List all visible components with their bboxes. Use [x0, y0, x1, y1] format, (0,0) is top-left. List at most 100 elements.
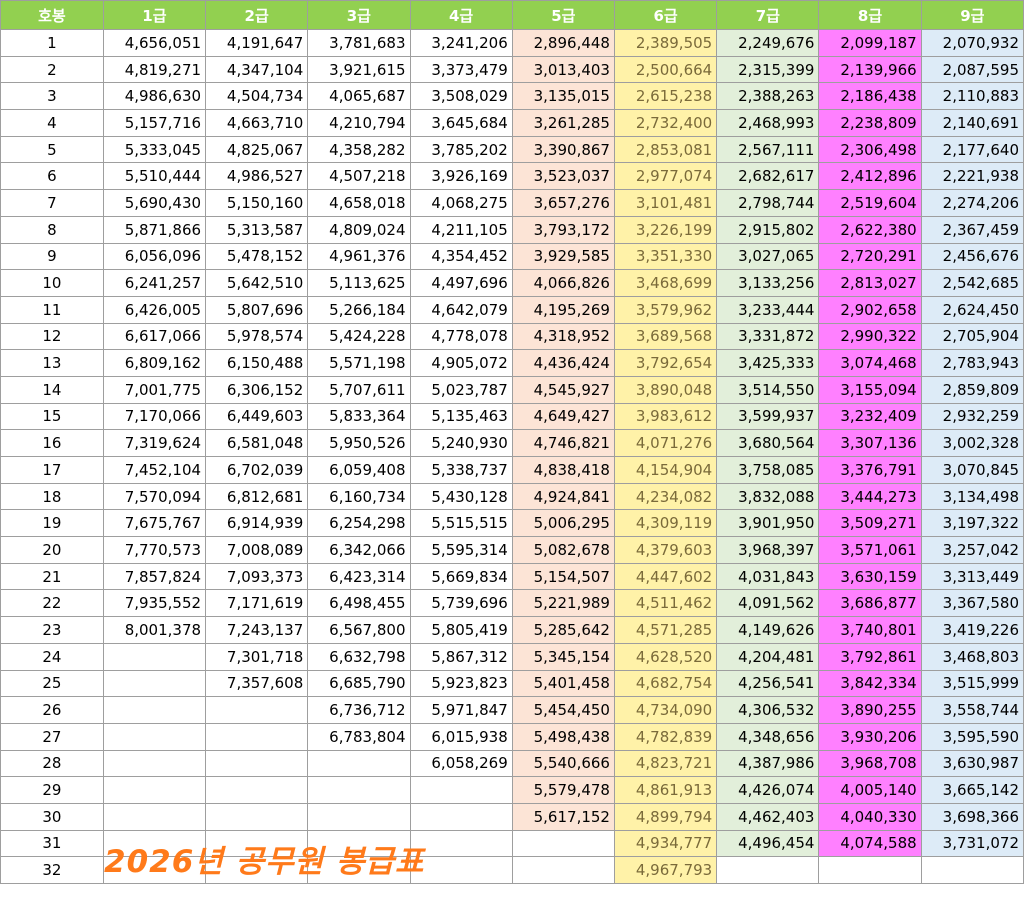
- salary-cell-grade-3: 6,567,800: [307, 616, 411, 644]
- step-cell: 19: [0, 509, 104, 538]
- header-row: 호봉 1급 2급 3급 4급 5급 6급 7급 8급 9급: [0, 0, 1024, 30]
- salary-cell-grade-8: 3,968,708: [818, 749, 922, 778]
- salary-cell-grade-6: 4,734,090: [613, 696, 718, 724]
- salary-cell-grade-3: 5,950,526: [307, 429, 411, 457]
- salary-cell-grade-4: 5,805,419: [409, 616, 513, 644]
- salary-cell-grade-6: 4,823,721: [613, 749, 718, 778]
- salary-cell-grade-1: [102, 802, 207, 831]
- salary-cell-grade-8: 2,990,322: [818, 322, 922, 351]
- header-grade-5: 5급: [511, 0, 615, 30]
- salary-cell-grade-2: 5,150,160: [205, 189, 309, 217]
- salary-cell-grade-7: 3,425,333: [716, 349, 820, 377]
- salary-cell-grade-1: 6,426,005: [102, 295, 207, 324]
- salary-cell-grade-9: 2,177,640: [920, 135, 1024, 164]
- salary-cell-grade-1: 7,857,824: [102, 562, 207, 591]
- step-cell: 13: [0, 349, 104, 377]
- step-cell: 27: [0, 722, 104, 751]
- salary-cell-grade-8: 3,232,409: [818, 402, 922, 431]
- table-row: 28 6,058,269 5,540,666 4,823,721 4,387,986 3,…: [0, 749, 1024, 778]
- salary-cell-grade-1: 4,656,051: [102, 29, 207, 57]
- step-cell: 3: [0, 82, 104, 111]
- salary-cell-grade-4: 3,785,202: [409, 135, 513, 164]
- salary-cell-grade-5: 5,617,152: [511, 802, 615, 831]
- salary-cell-grade-1: [102, 856, 207, 884]
- salary-cell-grade-5: 3,261,285: [511, 109, 615, 137]
- salary-cell-grade-6: 4,782,839: [613, 722, 718, 751]
- salary-cell-grade-6: 4,511,462: [613, 589, 718, 618]
- table-row: 7 5,690,430 5,150,160 4,658,018 4,068,275 3,6…: [0, 189, 1024, 217]
- salary-cell-grade-8: 2,720,291: [818, 242, 922, 271]
- step-cell: 26: [0, 696, 104, 724]
- step-cell: 21: [0, 562, 104, 591]
- salary-cell-grade-5: 4,318,952: [511, 322, 615, 351]
- salary-cell-grade-7: 3,968,397: [716, 536, 820, 564]
- salary-cell-grade-7: 2,249,676: [716, 29, 820, 57]
- header-step: 호봉: [0, 0, 104, 30]
- salary-cell-grade-5: 3,390,867: [511, 135, 615, 164]
- salary-cell-grade-1: [102, 829, 207, 858]
- table-row: 22 7,935,552 7,171,619 6,498,455 5,739,696 5,…: [0, 589, 1024, 618]
- salary-cell-grade-8: 2,186,438: [818, 82, 922, 111]
- salary-cell-grade-2: 7,243,137: [205, 616, 309, 644]
- salary-cell-grade-5: 3,013,403: [511, 55, 615, 84]
- salary-cell-grade-2: 7,093,373: [205, 562, 309, 591]
- salary-cell-grade-9: 2,783,943: [920, 349, 1024, 377]
- salary-cell-grade-8: 2,139,966: [818, 55, 922, 84]
- salary-cell-grade-4: 4,642,079: [409, 295, 513, 324]
- salary-cell-grade-4: 3,241,206: [409, 29, 513, 57]
- salary-cell-grade-5: 5,540,666: [511, 749, 615, 778]
- salary-cell-grade-8: 2,622,380: [818, 215, 922, 244]
- salary-cell-grade-3: 5,266,184: [307, 295, 411, 324]
- header-grade-2: 2급: [205, 0, 309, 30]
- salary-cell-grade-2: 6,812,681: [205, 482, 309, 511]
- salary-cell-grade-6: 2,500,664: [613, 55, 718, 84]
- salary-cell-grade-9: 3,698,366: [920, 802, 1024, 831]
- salary-cell-grade-4: 5,023,787: [409, 375, 513, 404]
- step-cell: 22: [0, 589, 104, 618]
- salary-cell-grade-1: 6,241,257: [102, 269, 207, 297]
- salary-cell-grade-2: [205, 856, 309, 884]
- salary-cell-grade-4: [409, 802, 513, 831]
- table-row: 31 4,934,777 4,496,454 4,074,588 3,731,072: [0, 829, 1024, 858]
- salary-cell-grade-5: 4,924,841: [511, 482, 615, 511]
- salary-cell-grade-4: 5,923,823: [409, 669, 513, 698]
- salary-cell-grade-4: 4,211,105: [409, 215, 513, 244]
- salary-cell-grade-6: 4,861,913: [613, 776, 718, 804]
- salary-cell-grade-2: 4,347,104: [205, 55, 309, 84]
- step-cell: 7: [0, 189, 104, 217]
- salary-cell-grade-3: 6,160,734: [307, 482, 411, 511]
- salary-cell-grade-9: 2,087,595: [920, 55, 1024, 84]
- salary-cell-grade-6: 3,689,568: [613, 322, 718, 351]
- table-row: 17 7,452,104 6,702,039 6,059,408 5,338,737 4,…: [0, 456, 1024, 484]
- table-row: 23 8,001,378 7,243,137 6,567,800 5,805,419 5,…: [0, 616, 1024, 644]
- salary-cell-grade-9: 2,221,938: [920, 162, 1024, 191]
- salary-cell-grade-9: 2,624,450: [920, 295, 1024, 324]
- salary-cell-grade-6: 2,977,074: [613, 162, 718, 191]
- salary-cell-grade-7: 3,758,085: [716, 456, 820, 484]
- step-cell: 14: [0, 375, 104, 404]
- salary-cell-grade-8: 3,842,334: [818, 669, 922, 698]
- salary-cell-grade-7: 4,149,626: [716, 616, 820, 644]
- table-row: 25 7,357,608 6,685,790 5,923,823 5,401,458 4,…: [0, 669, 1024, 698]
- salary-cell-grade-3: 5,424,228: [307, 322, 411, 351]
- salary-cell-grade-9: 3,313,449: [920, 562, 1024, 591]
- salary-cell-grade-6: 4,154,904: [613, 456, 718, 484]
- salary-cell-grade-3: 4,809,024: [307, 215, 411, 244]
- step-cell: 32: [0, 856, 104, 884]
- salary-cell-grade-5: 3,793,172: [511, 215, 615, 244]
- salary-cell-grade-2: [205, 749, 309, 778]
- salary-cell-grade-8: 3,630,159: [818, 562, 922, 591]
- salary-cell-grade-5: 5,454,450: [511, 696, 615, 724]
- salary-cell-grade-5: 4,838,418: [511, 456, 615, 484]
- table-row: 1 4,656,051 4,191,647 3,781,683 3,241,206 2,8…: [0, 29, 1024, 57]
- salary-cell-grade-7: 4,204,481: [716, 642, 820, 671]
- salary-cell-grade-4: 5,515,515: [409, 509, 513, 538]
- salary-cell-grade-1: [102, 642, 207, 671]
- salary-cell-grade-3: 4,210,794: [307, 109, 411, 137]
- salary-cell-grade-6: 3,983,612: [613, 402, 718, 431]
- salary-cell-grade-8: 2,902,658: [818, 295, 922, 324]
- step-cell: 20: [0, 536, 104, 564]
- salary-cell-grade-6: 3,792,654: [613, 349, 718, 377]
- salary-cell-grade-1: [102, 669, 207, 698]
- salary-cell-grade-4: 4,068,275: [409, 189, 513, 217]
